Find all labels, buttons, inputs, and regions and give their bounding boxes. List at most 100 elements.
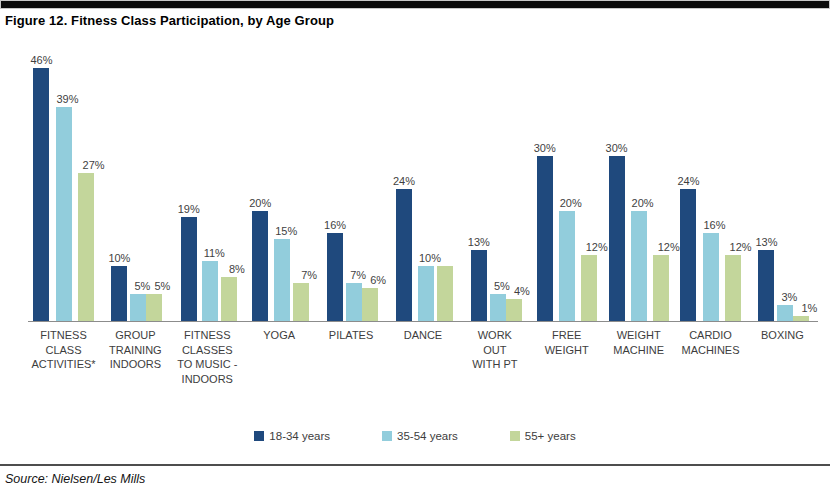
bar-value-label: 30% <box>534 142 556 155</box>
bar-value-label: 10% <box>108 252 130 265</box>
category-label: GROUP TRAINING INDOORS <box>100 328 171 392</box>
bar-value-label: 15% <box>275 225 297 238</box>
bar-column: 24% <box>677 175 699 321</box>
bar-value-label: 39% <box>56 93 78 106</box>
legend-item-18-34: 18-34 years <box>254 430 330 442</box>
bar-group: 30%20%12% <box>603 142 674 321</box>
bar-column: 3% <box>777 291 793 322</box>
bar-column: 12% <box>578 241 600 321</box>
bar-column: 11% <box>200 247 221 322</box>
bar <box>725 255 741 321</box>
source-note: Source: Nielsen/Les Mills <box>5 472 830 486</box>
bar-column: 16% <box>324 219 346 321</box>
bar-column: 1% <box>793 302 809 322</box>
bar-value-label: 30% <box>606 142 628 155</box>
bar <box>559 211 575 321</box>
bar-column: 12% <box>650 241 672 321</box>
bar-group: 16% 7% 6% <box>316 219 387 321</box>
bar-value-label: 6% <box>370 274 386 287</box>
bottom-rule <box>0 464 830 466</box>
bar <box>703 233 719 321</box>
bar-column <box>437 265 453 321</box>
bar-column: 30% <box>534 142 556 321</box>
bar-column: 20% <box>249 197 271 321</box>
bar-value-label: 19% <box>178 203 200 216</box>
bar-column: 7% <box>346 269 362 322</box>
bar <box>130 294 146 322</box>
bar <box>396 189 412 321</box>
bar-value-label: 16% <box>324 219 346 232</box>
bar-group: 30% 20% 12% <box>531 142 602 321</box>
bar-column: 10% <box>108 252 130 321</box>
bar-value-label: 13% <box>755 236 777 249</box>
bar-value-label: 1% <box>801 302 817 315</box>
bar-column: 20% <box>628 197 650 321</box>
category-label: WORK OUT WITH PT <box>459 328 530 392</box>
bar <box>471 250 487 322</box>
bar <box>537 156 553 321</box>
legend-swatch-icon <box>254 431 264 441</box>
bar <box>777 305 793 322</box>
bar <box>111 266 127 321</box>
bar-group: 20%15%7% <box>244 197 315 321</box>
bar-group: 13%3%1% <box>747 236 818 322</box>
bar-value-label: 5% <box>134 280 150 293</box>
bar <box>293 283 309 322</box>
bar-value-label: 24% <box>393 175 415 188</box>
bar-group: 13%5%4% <box>459 236 530 322</box>
bar-value-label: 20% <box>632 197 654 210</box>
bar-group: 24% 10% <box>387 175 458 321</box>
bar-column: 13% <box>468 236 490 322</box>
bar <box>680 189 696 321</box>
bar-column: 19% <box>178 203 200 322</box>
bar <box>56 107 72 322</box>
bar-group: 46%39%27% <box>28 54 99 321</box>
bar <box>581 255 597 321</box>
chart-legend: 18-34 years 35-54 years 55+ years <box>0 428 830 443</box>
legend-item-35-54: 35-54 years <box>382 430 458 442</box>
bar-column: 30% <box>606 142 628 321</box>
bar-value-label: 8% <box>229 263 245 276</box>
bar-column: 12% <box>722 241 744 321</box>
bar-column: 16% <box>700 219 722 321</box>
bar-value-label: 20% <box>560 197 582 210</box>
bar <box>437 266 453 321</box>
bar-chart-plot-area: 46%39%27%10%5%5%19%11%8%20%15%7%16%7%6%2… <box>28 30 818 322</box>
category-label: BOXING <box>747 328 818 392</box>
bar <box>274 239 290 322</box>
category-label: FITNESS CLASS ACTIVITIES* <box>28 328 99 392</box>
bar <box>252 211 268 321</box>
category-label: WEIGHT MACHINE <box>603 328 674 392</box>
bar-value-label: 7% <box>350 269 366 282</box>
bar <box>758 250 774 322</box>
bar-column: 5% <box>130 280 146 322</box>
bar <box>490 294 506 322</box>
bar <box>33 68 49 321</box>
bar-value-label: 12% <box>658 241 680 254</box>
bar-column: 39% <box>52 93 74 322</box>
bar-value-label: 12% <box>730 241 752 254</box>
category-label: PILATES <box>316 328 387 392</box>
bar-value-label: 5% <box>494 280 510 293</box>
bar-value-label: 13% <box>468 236 490 249</box>
bar-value-label: 20% <box>249 197 271 210</box>
bar-value-label: 3% <box>781 291 797 304</box>
bar-column: 8% <box>221 263 237 321</box>
legend-swatch-icon <box>510 431 520 441</box>
bar <box>181 217 197 322</box>
bar-column: 24% <box>393 175 415 321</box>
category-label: FREE WEIGHT <box>531 328 602 392</box>
bar <box>631 211 647 321</box>
bar-value-label: 5% <box>154 280 170 293</box>
bar <box>609 156 625 321</box>
bar-value-label: 12% <box>586 241 608 254</box>
legend-label: 55+ years <box>525 430 576 442</box>
bar-column: 10% <box>415 252 437 321</box>
bar-group: 24%16%12% <box>675 175 746 321</box>
bar-value-label: 24% <box>677 175 699 188</box>
figure-title: Figure 12. Fitness Class Participation, … <box>5 13 830 28</box>
bar <box>202 261 218 322</box>
category-label: YOGA <box>244 328 315 392</box>
bar-value-label: 16% <box>704 219 726 232</box>
category-label: DANCE <box>387 328 458 392</box>
